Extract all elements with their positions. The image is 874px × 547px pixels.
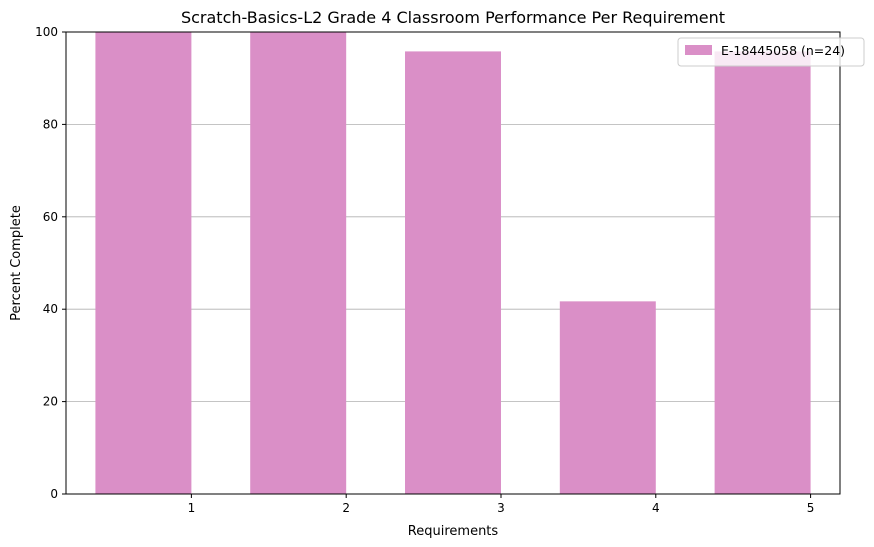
x-tick-label: 4 [652,501,660,515]
legend-swatch [685,45,712,55]
x-tick-label: 2 [342,501,350,515]
bar-requirement-5 [714,51,811,495]
y-tick-label: 40 [43,302,58,316]
y-tick-label: 60 [43,210,58,224]
legend-box [677,37,865,67]
plot-frame [65,31,841,495]
x-tick-label: 5 [807,501,815,515]
y-tick-label: 20 [43,395,58,409]
x-tick-label: 1 [188,501,196,515]
x-tick-label: 3 [497,501,505,515]
legend-entry-label: E-18445058 (n=24) [721,43,845,58]
bar-requirement-2 [250,32,347,494]
legend: E-18445058 (n=24) [677,37,865,67]
bar-requirement-1 [95,32,192,494]
bars [95,32,811,495]
y-tick-label: 80 [43,117,58,131]
x-axis-label: Requirements [408,524,499,539]
bar-requirement-4 [559,301,656,494]
x-axis-ticks: 1 2 3 4 5 [188,494,815,515]
bar-requirement-3 [405,51,501,495]
y-tick-label: 100 [35,25,58,39]
y-axis-ticks: 0 20 40 60 80 100 [35,25,66,501]
y-axis-label: Percent Complete [9,205,24,321]
y-tick-label: 0 [50,487,58,501]
chart-title: Scratch-Basics-L2 Grade 4 Classroom Perf… [181,8,725,27]
